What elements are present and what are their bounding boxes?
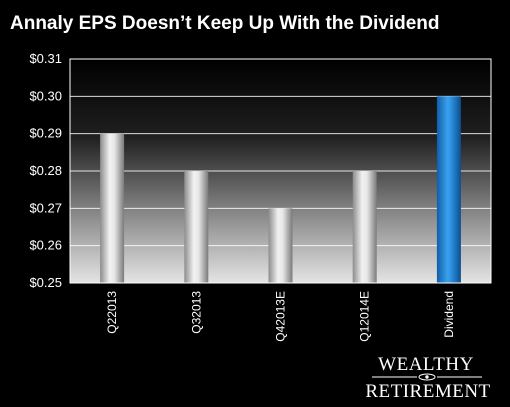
y-axis-ticks: $0.25 $0.26 $0.27 $0.28 $0.29 $0.30 $0.31 bbox=[29, 51, 62, 290]
bar-eps bbox=[100, 133, 125, 283]
y-tick-label: $0.26 bbox=[29, 238, 62, 253]
bar-eps bbox=[268, 208, 293, 283]
y-tick-label: $0.25 bbox=[29, 275, 62, 290]
y-tick-label: $0.27 bbox=[29, 200, 62, 215]
x-tick-label: Q22013 bbox=[105, 291, 119, 334]
x-axis-labels: Q22013 Q32013 Q42013E Q12014E Dividend bbox=[105, 291, 456, 342]
logo-line-2: RETIREMENT bbox=[365, 381, 490, 402]
wealthy-retirement-logo: WEALTHY RETIREMENT bbox=[365, 354, 490, 402]
x-tick-label: Q42013E bbox=[274, 291, 288, 342]
plot-border bbox=[69, 58, 492, 284]
y-tick-label: $0.29 bbox=[29, 126, 62, 141]
logo-ornament bbox=[372, 373, 482, 381]
x-tick-label: Dividend bbox=[442, 291, 456, 338]
bar-eps bbox=[184, 171, 209, 283]
y-tick-label: $0.28 bbox=[29, 163, 62, 178]
y-tick-label: $0.30 bbox=[29, 88, 62, 103]
x-tick-label: Q12014E bbox=[358, 291, 372, 342]
logo-line-1: WEALTHY bbox=[378, 354, 474, 375]
chart-title: Annaly EPS Doesn’t Keep Up With the Divi… bbox=[10, 13, 440, 34]
x-tick-label: Q32013 bbox=[189, 291, 203, 334]
y-tick-label: $0.31 bbox=[29, 51, 62, 66]
bar-dividend bbox=[436, 96, 461, 283]
bars bbox=[100, 96, 461, 283]
bar-eps bbox=[352, 171, 377, 283]
